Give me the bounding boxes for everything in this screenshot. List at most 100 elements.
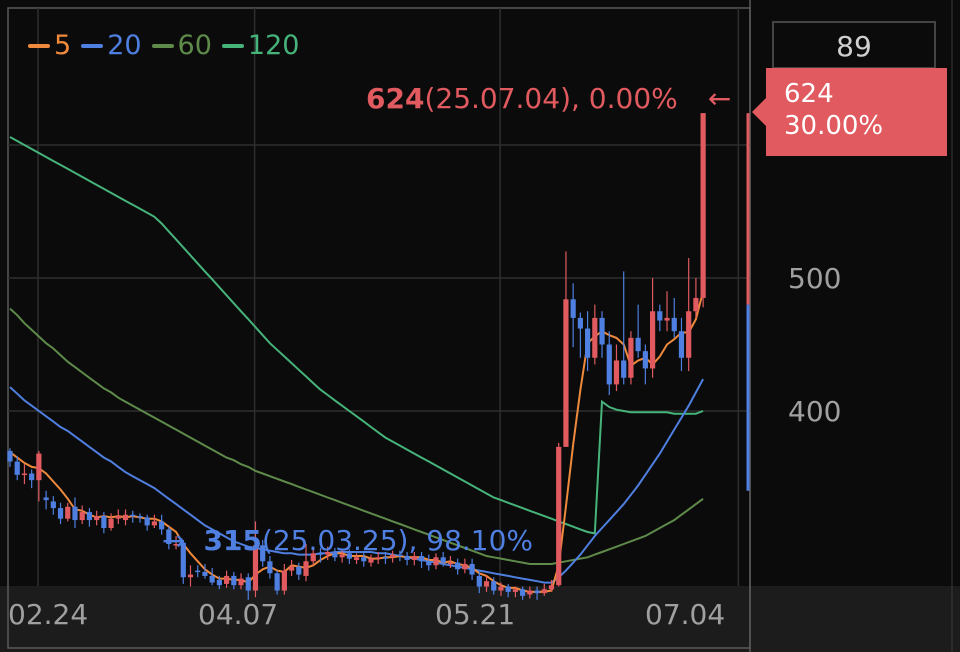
current-change: 30.00% <box>784 111 884 141</box>
candle-body <box>310 553 316 562</box>
candle-body <box>657 311 663 321</box>
candle-body <box>166 529 172 544</box>
legend-item-ma60: 60 <box>151 30 212 61</box>
candle-body <box>505 586 511 592</box>
candle-body <box>375 557 381 559</box>
candle-body <box>231 575 237 586</box>
candle-body <box>592 317 598 358</box>
x-tick-2: 04.07 <box>198 598 279 631</box>
candle-body <box>296 566 302 575</box>
candle-body <box>325 551 331 555</box>
candle-body <box>144 517 150 526</box>
candle-body <box>101 516 107 529</box>
candle-body <box>368 558 374 563</box>
candle-body <box>613 360 620 385</box>
candle-body <box>476 575 482 587</box>
candle-body <box>137 516 143 518</box>
candle-body <box>108 518 114 529</box>
candle-body <box>57 508 64 519</box>
candle-body <box>577 317 583 329</box>
legend-item-ma5: 5 <box>28 30 71 61</box>
candle-body <box>491 581 497 591</box>
candle-body <box>21 473 28 476</box>
high-value: 624 <box>366 82 425 115</box>
current-price-tag: 624 30.00% <box>752 68 947 156</box>
candle-body <box>317 553 324 555</box>
candle-body <box>390 554 396 558</box>
candle-body <box>649 311 656 369</box>
legend-label-ma20: 20 <box>107 30 142 61</box>
candle-body <box>700 113 706 298</box>
candle-body <box>361 557 367 562</box>
candle-body <box>512 589 518 592</box>
candle-body <box>570 299 576 318</box>
x-tick-4: 07.04 <box>645 598 726 631</box>
high-detail: (25.07.04), 0.00% <box>424 82 678 115</box>
candle-body <box>72 506 78 521</box>
candle-body <box>130 514 136 517</box>
legend-label-ma5: 5 <box>54 30 72 61</box>
candle-body <box>397 554 403 557</box>
x-tick-1: 02.24 <box>8 598 89 631</box>
x-tick-3: 05.21 <box>435 598 516 631</box>
candle-body <box>303 561 309 576</box>
candle-body <box>556 446 562 586</box>
low-value: 315 <box>203 524 262 557</box>
candle-body <box>339 554 345 558</box>
candle-body <box>440 557 446 563</box>
current-price: 624 <box>784 79 834 109</box>
candle-body <box>209 575 215 583</box>
candle-body <box>447 562 454 565</box>
legend-item-ma120: 120 <box>221 30 300 61</box>
candle-body <box>635 337 641 352</box>
candle-body <box>245 577 251 591</box>
price-box[interactable]: 89 <box>772 21 936 69</box>
candle-body <box>606 344 612 385</box>
candle-body <box>216 579 222 586</box>
y-tick-500: 500 <box>788 262 842 295</box>
candle-body <box>621 360 627 378</box>
candle-body <box>599 317 605 345</box>
candle-body <box>563 299 569 447</box>
candle-body <box>50 501 56 509</box>
candle-body <box>469 563 475 575</box>
candle-body <box>548 585 555 590</box>
legend-swatch-ma120 <box>221 43 244 48</box>
candle-body <box>628 337 634 378</box>
candle-body <box>353 557 360 560</box>
candle-body <box>267 561 273 574</box>
candle-body <box>346 553 352 559</box>
legend-swatch-ma5 <box>28 43 50 48</box>
candle-body <box>14 461 20 475</box>
candle-body <box>36 453 42 481</box>
candle-body <box>527 590 533 595</box>
right-arrow-icon: → <box>162 524 186 557</box>
ma120-line <box>9 136 704 535</box>
candle-body <box>455 562 461 570</box>
candle-body <box>671 317 677 332</box>
candle-body <box>115 516 121 519</box>
candle-body <box>122 514 129 521</box>
candle-body <box>79 512 85 521</box>
candle-body <box>187 574 194 578</box>
candle-body <box>65 506 71 519</box>
candle-body <box>159 521 165 530</box>
candle-body <box>202 571 208 576</box>
candle-body <box>585 328 591 358</box>
candle-body <box>686 311 692 358</box>
candle-body <box>418 555 425 562</box>
legend-item-ma20: 20 <box>81 30 142 61</box>
candle-body <box>426 561 432 566</box>
candle-body <box>29 473 35 481</box>
legend-swatch-ma60 <box>151 43 174 48</box>
candle-body <box>288 566 295 571</box>
candle-body <box>382 557 389 559</box>
candle-body <box>281 570 287 591</box>
candle-body <box>483 581 490 587</box>
y-tick-400: 400 <box>788 395 842 428</box>
candle-body <box>411 555 417 560</box>
candle-body <box>520 589 526 596</box>
legend-label-ma120: 120 <box>247 30 300 61</box>
candle-body <box>433 557 439 566</box>
